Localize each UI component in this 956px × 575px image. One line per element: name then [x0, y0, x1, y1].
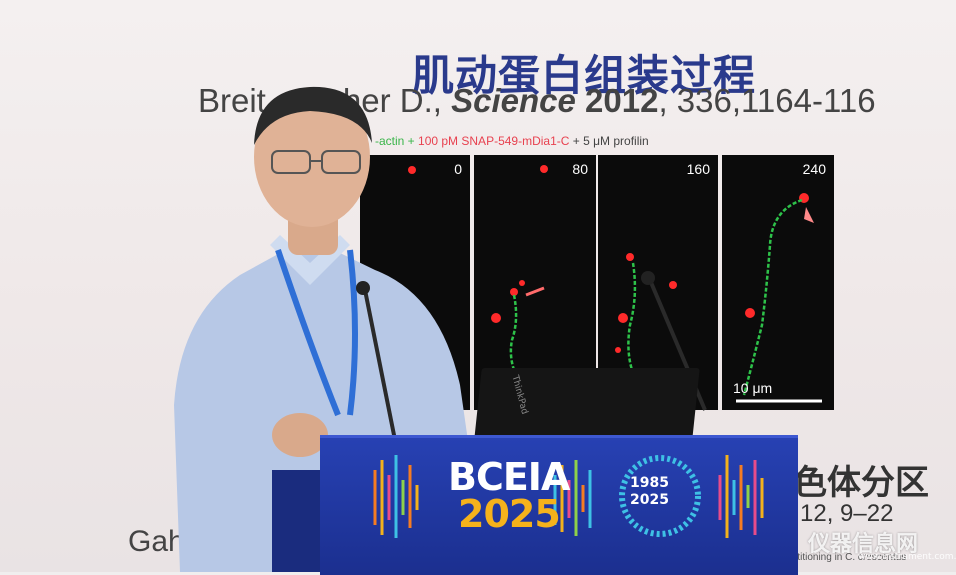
- podium-side: [272, 470, 327, 572]
- citation-pages: , 336,1164-116: [658, 82, 876, 119]
- podium-sound-bars: [373, 455, 764, 538]
- watermark-url: www.instrument.com.cn: [858, 552, 956, 562]
- timepoint-label: 80: [572, 161, 588, 177]
- podium-logo-year: 2025: [458, 492, 561, 536]
- anniversary-badge-end: 2025: [630, 492, 669, 508]
- slide-title: 肌动蛋白组装过程: [412, 51, 757, 100]
- podium-logo-bceia: BCEIA: [448, 455, 570, 499]
- legend-suffix: + 5 μM profilin: [569, 134, 649, 148]
- timepoint-label: 240: [802, 161, 826, 177]
- micrograph-panel-3: 160: [598, 155, 718, 410]
- scale-bar-label: 10 μm: [733, 380, 773, 396]
- micrograph-panel-2: 80: [474, 155, 596, 410]
- citation-author: Breit: [198, 82, 266, 119]
- citation-journal: Science: [451, 82, 576, 119]
- micrograph-panel-4: 240: [722, 155, 834, 410]
- podium: [320, 435, 798, 575]
- anniversary-badge-start: 1985: [630, 475, 669, 491]
- laptop: ThinkPad: [474, 368, 700, 440]
- slide-citation-fragment: 12, 9–22: [800, 500, 894, 527]
- slide-heading-fragment: 色体分区: [793, 463, 929, 503]
- timepoint-label: 0: [454, 161, 462, 177]
- laptop-brand: ThinkPad: [509, 374, 530, 416]
- slide-caption-fragment: rtitioning in C. crescentus: [794, 552, 907, 563]
- slide-citation: Breitingscher D., Science 2012, 336,1164…: [198, 82, 876, 120]
- watermark-logo: 仪器信息网: [808, 532, 919, 557]
- legend-prefix: -actin +: [375, 134, 419, 148]
- citation-year: 2012: [575, 82, 659, 119]
- legend-red: 100 pM SNAP-549-mDia1-C: [418, 134, 570, 148]
- slide-legend: -actin + 100 pM SNAP-549-mDia1-C + 5 μM …: [375, 134, 649, 148]
- timepoint-label: 160: [686, 161, 710, 177]
